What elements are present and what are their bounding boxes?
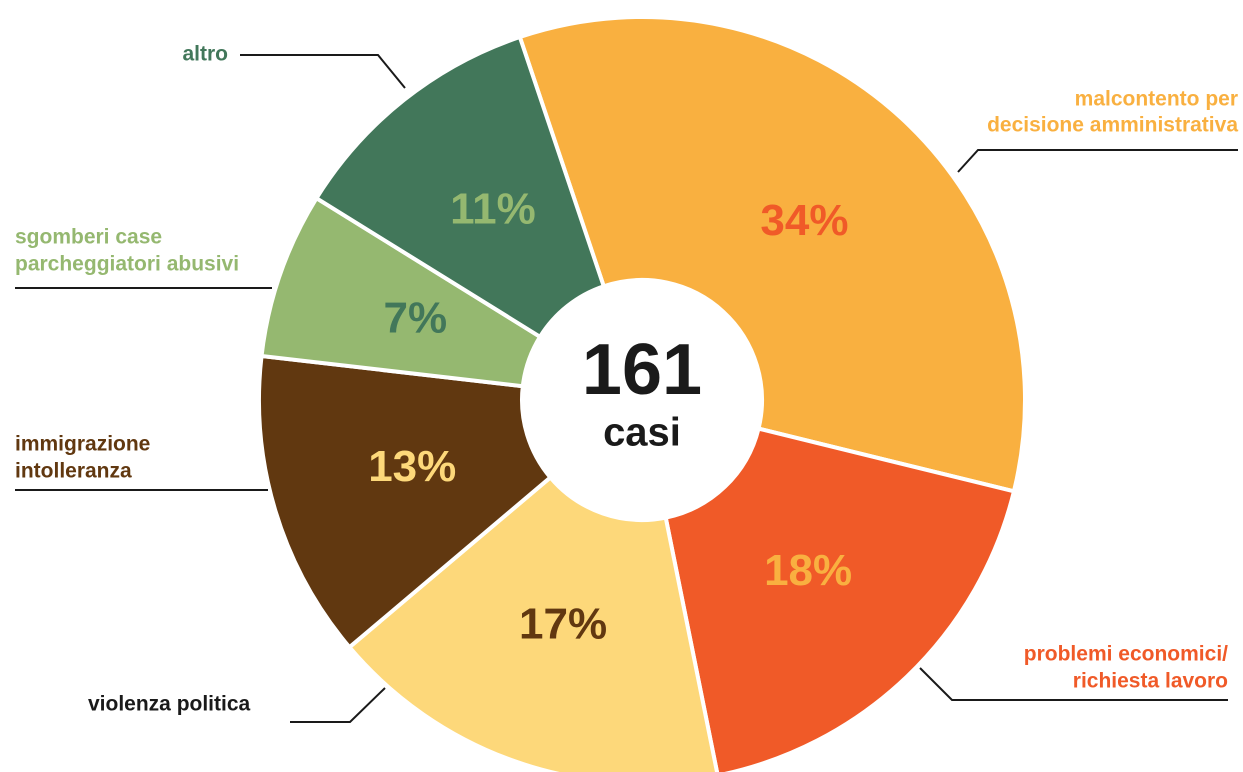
category-label: richiesta lavoro [1073,670,1228,693]
total: 161 [582,330,702,410]
leader-line [290,687,386,723]
slice [663,426,1017,772]
leader-line [240,54,406,89]
value-label: 17% [519,599,607,648]
category-label: violenza politica [88,693,251,716]
value-label: 18% [764,546,852,595]
value-label: 13% [368,442,456,491]
category-label: problemi economici/ [1024,643,1228,666]
value-label: 11% [450,185,536,234]
category-label: parcheggiatori abusivi [15,253,239,276]
value-label: 7% [384,294,448,343]
leader-line [957,149,1238,173]
category-label: intolleranza [15,460,132,483]
leader-line [919,667,1228,701]
category-label: immigrazione [15,433,150,456]
total-label: casi [603,411,681,455]
value-label: 34% [760,196,848,245]
category-label: sgomberi case [15,226,162,249]
category-label: altro [182,43,228,66]
category-label: malcontento per [1075,88,1238,111]
donut-hole [522,280,762,520]
category-label: decisione amministrativa [987,114,1238,137]
